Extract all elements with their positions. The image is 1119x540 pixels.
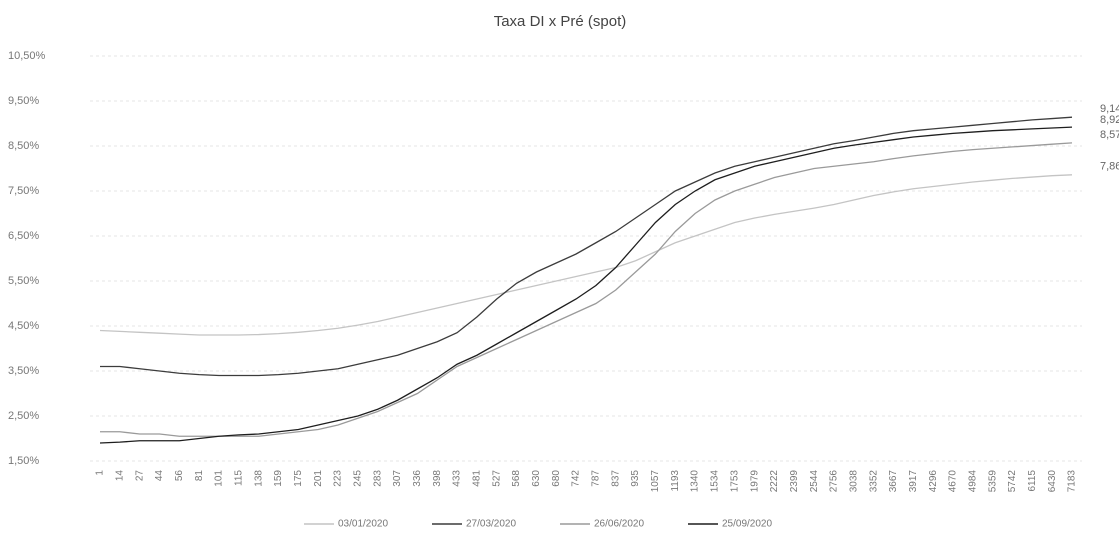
data-label: 7,86%	[1100, 161, 1119, 173]
x-tick-label: 1340	[690, 470, 701, 493]
x-tick-label: 201	[313, 470, 324, 487]
x-tick-label: 138	[253, 470, 264, 487]
legend-label: 25/09/2020	[722, 519, 772, 530]
x-tick-label: 1534	[710, 470, 721, 493]
x-tick-label: 101	[214, 470, 225, 487]
y-tick-label: 4,50%	[8, 320, 39, 332]
y-tick-label: 5,50%	[8, 275, 39, 287]
x-tick-label: 4296	[928, 470, 939, 493]
y-tick-label: 3,50%	[8, 365, 39, 377]
x-tick-label: 630	[531, 470, 542, 487]
legend-label: 03/01/2020	[338, 519, 388, 530]
x-tick-label: 4984	[967, 470, 978, 493]
y-tick-label: 10,50%	[8, 50, 46, 62]
x-tick-label: 3667	[888, 470, 899, 493]
x-tick-label: 3352	[868, 470, 879, 493]
x-tick-label: 175	[293, 470, 304, 487]
x-tick-label: 1753	[729, 470, 740, 493]
x-tick-label: 837	[610, 470, 621, 487]
x-tick-label: 7183	[1067, 470, 1078, 493]
x-tick-label: 3038	[848, 470, 859, 493]
y-tick-label: 7,50%	[8, 185, 39, 197]
x-tick-label: 5742	[1007, 470, 1018, 493]
series-line	[99, 126, 1073, 444]
x-tick-label: 680	[551, 470, 562, 487]
chart-title: Taxa DI x Pré (spot)	[494, 13, 627, 30]
x-tick-label: 433	[452, 470, 463, 487]
x-tick-label: 787	[591, 470, 602, 487]
x-tick-label: 307	[392, 470, 403, 487]
x-tick-label: 1979	[749, 470, 760, 493]
x-tick-label: 1193	[670, 470, 681, 492]
x-tick-label: 4670	[948, 470, 959, 493]
x-tick-label: 44	[154, 470, 165, 482]
x-tick-label: 115	[233, 470, 244, 486]
x-tick-label: 245	[353, 470, 364, 487]
x-tick-label: 527	[491, 470, 502, 487]
x-tick-label: 159	[273, 470, 284, 487]
y-tick-label: 6,50%	[8, 230, 39, 242]
x-tick-label: 223	[333, 470, 344, 487]
series-line	[100, 142, 1073, 437]
legend-label: 26/06/2020	[594, 519, 644, 530]
data-label: 9,14%	[1100, 103, 1119, 115]
x-tick-label: 336	[412, 470, 423, 487]
x-tick-label: 14	[114, 470, 125, 482]
x-tick-label: 6430	[1047, 470, 1058, 493]
series-line	[100, 116, 1073, 377]
x-tick-label: 742	[571, 470, 582, 487]
x-tick-label: 1	[95, 470, 106, 476]
x-tick-label: 6115	[1027, 470, 1038, 492]
x-tick-label: 283	[372, 470, 383, 487]
x-tick-label: 56	[174, 470, 185, 482]
x-tick-label: 3917	[908, 470, 919, 493]
x-tick-label: 27	[134, 470, 145, 482]
x-tick-label: 2222	[769, 470, 780, 493]
x-tick-label: 2399	[789, 470, 800, 493]
y-tick-label: 9,50%	[8, 95, 39, 107]
x-tick-label: 1057	[650, 470, 661, 493]
x-tick-label: 568	[511, 470, 522, 487]
x-tick-label: 2544	[809, 470, 820, 493]
y-tick-label: 8,50%	[8, 140, 39, 152]
y-tick-label: 1,50%	[8, 455, 39, 467]
data-label: 8,92%	[1100, 114, 1119, 126]
x-tick-label: 481	[472, 470, 483, 487]
series-line	[99, 174, 1073, 336]
data-label: 8,57%	[1100, 129, 1119, 141]
x-tick-label: 2756	[829, 470, 840, 493]
y-tick-label: 2,50%	[8, 410, 39, 422]
x-tick-label: 81	[194, 470, 205, 482]
x-tick-label: 935	[630, 470, 641, 487]
x-tick-label: 398	[432, 470, 443, 487]
x-tick-label: 5359	[987, 470, 998, 493]
legend-label: 27/03/2020	[466, 519, 516, 530]
